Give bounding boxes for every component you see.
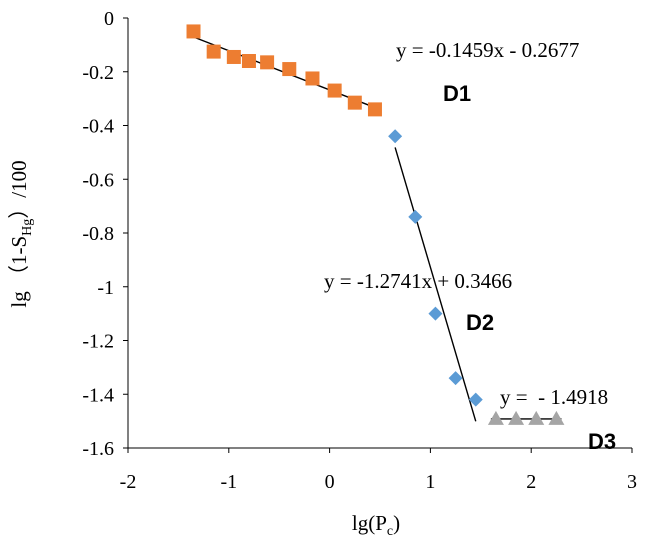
segment-label-d2: D2 (466, 310, 494, 335)
y-tick-label: -1.6 (82, 438, 114, 460)
x-tick-label: 1 (425, 471, 435, 493)
x-tick-label: -2 (120, 471, 137, 493)
y-tick-label: -0.8 (82, 223, 114, 245)
marker-d2 (448, 371, 463, 386)
marker-d3 (487, 410, 504, 425)
y-tick-label: -1 (97, 277, 114, 299)
marker-d3 (528, 410, 545, 425)
equation-d3: y = - 1.4918 (500, 385, 608, 409)
marker-d2 (428, 306, 443, 321)
data-markers (186, 24, 565, 425)
x-tick-label: 3 (627, 471, 637, 493)
marker-d3 (508, 410, 525, 425)
y-tick-label: -1.4 (82, 384, 114, 406)
fit-lines (193, 36, 562, 422)
y-tick-label: -0.2 (82, 62, 114, 84)
marker-d2 (388, 129, 403, 144)
marker-d1 (206, 44, 221, 59)
segment-label-d1: D1 (443, 81, 471, 106)
marker-d2 (408, 209, 423, 224)
marker-d1 (327, 83, 342, 98)
y-tick-labels: 0 -0.2 -0.4 -0.6 -0.8 -1 -1.2 -1.4 -1.6 (82, 8, 114, 460)
equation-d1: y = -0.1459x - 0.2677 (396, 38, 579, 62)
axes (123, 17, 633, 453)
y-axis-label: lg （1-SHg）/100 (7, 160, 35, 307)
marker-d1 (347, 95, 362, 110)
x-tick-label: 0 (325, 471, 335, 493)
x-tick-label: -1 (220, 471, 237, 493)
marker-d1 (282, 62, 297, 77)
marker-d1 (367, 102, 382, 117)
y-tick-label: -0.6 (82, 169, 114, 191)
marker-d2 (468, 392, 483, 407)
marker-d1 (186, 24, 201, 39)
y-tick-label: -1.2 (82, 331, 114, 353)
marker-d1 (305, 71, 320, 86)
y-tick-label: -0.4 (82, 116, 114, 138)
y-tick-label: 0 (104, 8, 114, 30)
x-tick-labels: -2 -1 0 1 2 3 (120, 471, 637, 493)
x-axis-label: lg(Pc) (352, 511, 400, 539)
x-tick-label: 2 (526, 471, 536, 493)
marker-d1 (260, 55, 275, 70)
segment-label-d3: D3 (588, 429, 616, 454)
marker-d3 (548, 410, 565, 425)
equation-d2: y = -1.2741x + 0.3466 (324, 269, 512, 293)
marker-d1 (241, 54, 256, 68)
fit-line-d2 (394, 147, 477, 422)
marker-d1 (226, 49, 241, 64)
